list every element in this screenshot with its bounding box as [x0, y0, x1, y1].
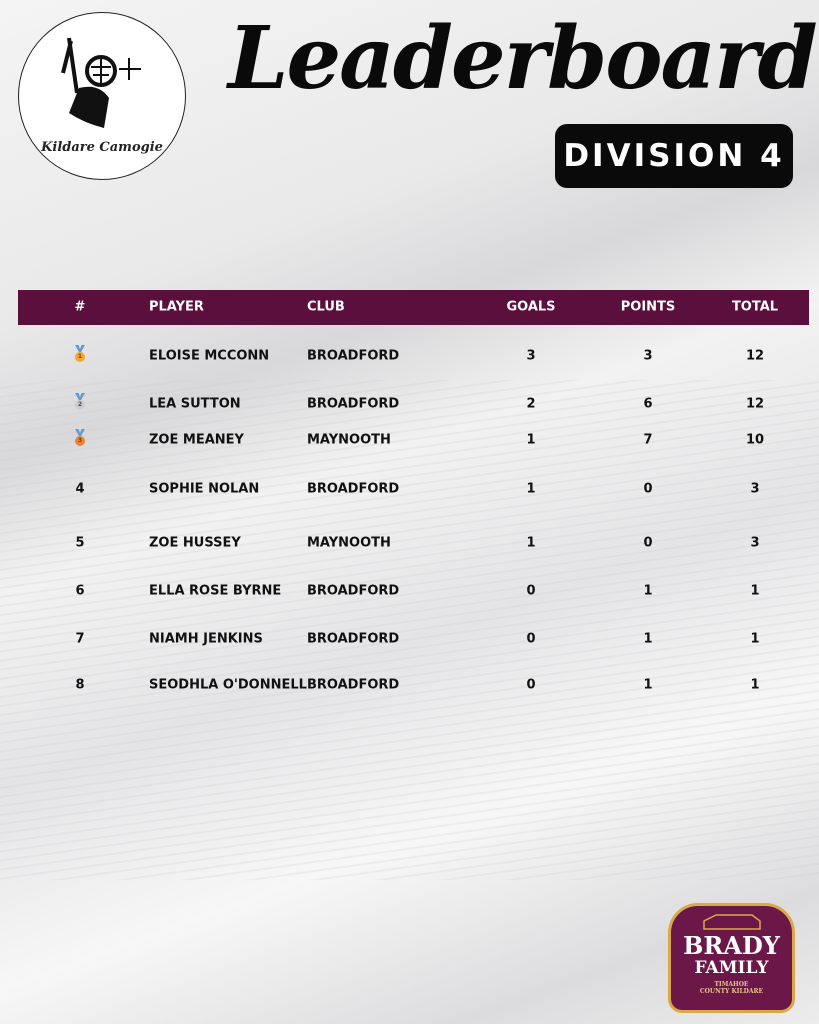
sponsor-line3: TIMAHOE [714, 981, 749, 988]
cell-club: BROADFORD [307, 631, 400, 647]
cell-total: 3 [750, 481, 760, 497]
cell-total: 10 [745, 432, 765, 448]
header-rank: # [74, 299, 86, 315]
cell-goals: 2 [526, 396, 536, 412]
header-points: POINTS [620, 299, 676, 315]
cell-points: 7 [643, 432, 653, 448]
medal-icon [74, 393, 86, 411]
cell-player: SOPHIE NOLAN [149, 481, 260, 497]
cell-goals: 0 [526, 583, 536, 599]
cell-rank: 4 [75, 481, 85, 497]
sponsor-line2: FAMILY [694, 958, 769, 978]
header-total: TOTAL [731, 299, 779, 315]
cell-goals: 0 [526, 631, 536, 647]
cell-club: BROADFORD [307, 481, 400, 497]
cell-total: 12 [745, 348, 765, 364]
cell-points: 1 [643, 631, 653, 647]
medal-silver-icon [50, 393, 110, 415]
kildare-camogie-logo: Kildare Camogie [18, 12, 186, 180]
cell-total: 1 [750, 583, 760, 599]
page-title: Leaderboard [228, 8, 818, 109]
sponsor-line1: BRADY [683, 931, 780, 960]
farmhouse-icon [702, 914, 761, 930]
cell-total: 1 [750, 677, 760, 693]
medal-icon [74, 345, 86, 363]
header-club: CLUB [307, 299, 345, 315]
camogie-player-icon [61, 37, 141, 128]
medal-gold-icon [50, 345, 110, 367]
cell-goals: 1 [526, 481, 536, 497]
cell-player: ELLA ROSE BYRNE [149, 583, 282, 599]
cell-player: ELOISE MCCONN [149, 348, 270, 364]
cell-rank: 6 [75, 583, 85, 599]
cell-player: SEODHLA O'DONNELL [149, 677, 307, 693]
cell-total: 12 [745, 396, 765, 412]
cell-club: BROADFORD [307, 348, 400, 364]
header-goals: GOALS [506, 299, 556, 315]
cell-points: 0 [643, 481, 653, 497]
cell-points: 0 [643, 535, 653, 551]
cell-points: 1 [643, 677, 653, 693]
cell-club: MAYNOOTH [307, 432, 391, 448]
sponsor-line4: COUNTY KILDARE [699, 988, 764, 995]
cell-rank: 7 [75, 631, 85, 647]
cell-player: ZOE MEANEY [149, 432, 244, 448]
cell-total: 1 [750, 631, 760, 647]
cell-club: BROADFORD [307, 677, 400, 693]
cell-player: NIAMH JENKINS [149, 631, 263, 647]
cell-club: BROADFORD [307, 583, 400, 599]
cell-goals: 3 [526, 348, 536, 364]
header-player: PLAYER [149, 299, 204, 315]
division-badge: DIVISION 4 [555, 124, 793, 188]
cell-goals: 1 [526, 432, 536, 448]
cell-points: 3 [643, 348, 653, 364]
cell-goals: 1 [526, 535, 536, 551]
medal-bronze-icon [50, 429, 110, 451]
cell-goals: 0 [526, 677, 536, 693]
cell-player: ZOE HUSSEY [149, 535, 241, 551]
cell-rank: 8 [75, 677, 85, 693]
cell-club: BROADFORD [307, 396, 400, 412]
logo-text: Kildare Camogie [41, 140, 163, 155]
table-header: # PLAYER CLUB GOALS POINTS TOTAL [18, 290, 809, 325]
cell-total: 3 [750, 535, 760, 551]
cell-club: MAYNOOTH [307, 535, 391, 551]
cell-rank: 5 [75, 535, 85, 551]
cell-player: LEA SUTTON [149, 396, 241, 412]
brady-family-logo: BRADY FAMILY TIMAHOE COUNTY KILDARE [668, 903, 795, 1013]
background-texture [0, 380, 819, 880]
medal-icon [74, 429, 86, 447]
cell-points: 1 [643, 583, 653, 599]
cell-points: 6 [643, 396, 653, 412]
